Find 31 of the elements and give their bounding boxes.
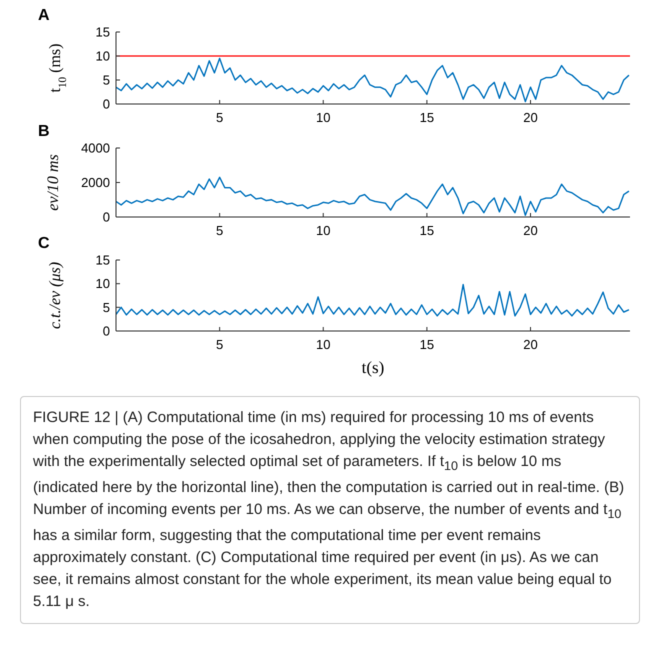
y-tick-label: 15 xyxy=(96,24,110,40)
x-tick-label: 10 xyxy=(316,337,330,352)
x-tick-label: 5 xyxy=(216,110,224,125)
chart-title: C xyxy=(38,235,50,252)
x-axis-title: t(s) xyxy=(362,358,384,377)
y-tick-label: 10 xyxy=(96,276,110,292)
chart-title: A xyxy=(38,7,50,24)
x-tick-label: 15 xyxy=(420,223,434,238)
y-tick-label: 0 xyxy=(102,96,110,112)
y-tick-label: 2000 xyxy=(81,175,110,190)
y-tick-label: 5 xyxy=(102,72,110,88)
x-tick-label: 10 xyxy=(316,223,330,238)
x-tick-label: 15 xyxy=(420,110,434,125)
y-tick-label: 0 xyxy=(102,210,110,225)
x-tick-label: 15 xyxy=(420,337,434,352)
x-tick-label: 5 xyxy=(216,223,224,238)
text: FIGURE 12 | (A) Computational time (in ms) required for processing 10 ms of events when computing the pose of the icosahedron, applying the velocity estimation strategy with the experimentally selected optimal set of parameters. If t$_{10}$ is below 10 ms (indicated here by the horizontal line), then the computation is carried out in real-time. (B) Number of incoming events per 10 ms. As we can observe, the number of events and t$_{10}$ has a similar form, suggesting that the computational time per event remains approximately constant. (C) Computational time required per event (in μs). As we can see, it remains almost constant for the whole experiment, its mean value being equal to 5.11 μ s. xyxy=(33,409,624,610)
y-axis-title: c.t./ev (μs) xyxy=(47,262,64,330)
y-tick-label: 15 xyxy=(96,252,110,268)
y-tick-label: 4000 xyxy=(81,140,110,156)
y-tick-label: 10 xyxy=(96,48,110,64)
x-tick-label: 20 xyxy=(523,223,538,238)
y-axis-title: ev/10 ms xyxy=(45,154,62,211)
chart-title: B xyxy=(38,123,50,140)
x-tick-label: 20 xyxy=(523,337,538,352)
y-tick-label: 5 xyxy=(102,300,110,315)
x-tick-label: 20 xyxy=(523,110,538,125)
y-tick-label: 0 xyxy=(102,324,110,339)
x-tick-label: 5 xyxy=(216,337,224,352)
line-series xyxy=(115,284,630,317)
x-tick-label: 10 xyxy=(316,110,330,125)
